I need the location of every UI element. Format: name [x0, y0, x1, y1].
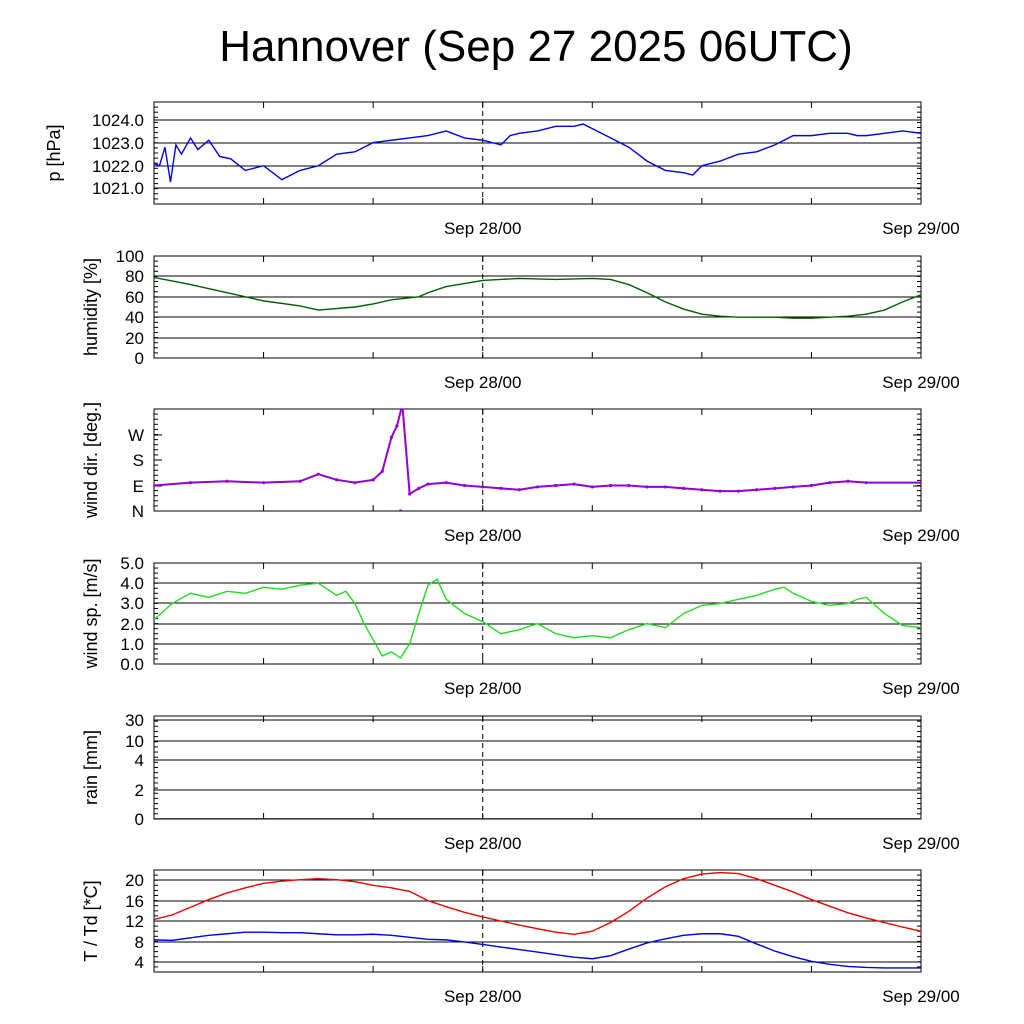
y-tick-label: 2	[135, 781, 144, 800]
y-axis-label: humidity [%]	[81, 258, 101, 356]
y-tick-label: N	[132, 502, 144, 521]
y-tick-label: 0	[135, 349, 144, 368]
y-axis-label: p [hPa]	[44, 124, 64, 181]
y-tick-label: 4	[135, 751, 144, 770]
y-tick-label: E	[133, 477, 144, 496]
x-tick-label: Sep 28/00	[444, 219, 522, 238]
series-line	[399, 510, 401, 511]
y-tick-label: 3.0	[120, 594, 144, 613]
series-line	[154, 276, 921, 319]
series-line	[154, 871, 921, 935]
y-tick-label: S	[133, 451, 144, 470]
y-tick-label: 1022.0	[92, 157, 144, 176]
y-tick-label: 1024.0	[92, 111, 144, 130]
y-tick-label: 40	[125, 308, 144, 327]
x-tick-label: Sep 29/00	[882, 526, 960, 545]
y-tick-label: 80	[125, 267, 144, 286]
y-tick-label: 60	[125, 288, 144, 307]
panel-frame	[153, 255, 922, 359]
panel-frame	[153, 562, 922, 665]
x-tick-label: Sep 29/00	[882, 373, 960, 392]
y-tick-label: 20	[125, 329, 144, 348]
x-tick-label: Sep 28/00	[444, 987, 522, 1006]
y-tick-label: W	[128, 426, 144, 445]
y-tick-label: 12	[125, 912, 144, 931]
y-tick-label: 1021.0	[92, 179, 144, 198]
y-tick-label: 16	[125, 892, 144, 911]
x-tick-label: Sep 29/00	[882, 219, 960, 238]
y-axis-label: wind dir. [deg.]	[81, 402, 101, 519]
y-tick-label: 1.0	[120, 635, 144, 654]
chart-title: Hannover (Sep 27 2025 06UTC)	[219, 22, 853, 71]
y-tick-label: 20	[125, 871, 144, 890]
panel-frame	[153, 101, 922, 205]
series-line	[154, 578, 921, 659]
x-tick-label: Sep 29/00	[882, 834, 960, 853]
x-tick-label: Sep 29/00	[882, 679, 960, 698]
series-line	[154, 931, 921, 969]
x-tick-label: Sep 28/00	[444, 834, 522, 853]
panel-frame	[153, 408, 922, 512]
y-tick-label: 10	[125, 732, 144, 751]
y-tick-label: 30	[125, 711, 144, 730]
y-tick-label: 0.0	[120, 655, 144, 674]
data-point	[393, 515, 396, 518]
x-tick-label: Sep 29/00	[882, 987, 960, 1006]
y-tick-label: 4	[135, 953, 144, 972]
y-tick-label: 100	[116, 247, 144, 266]
y-tick-label: 5.0	[120, 554, 144, 573]
y-tick-label: 1023.0	[92, 134, 144, 153]
y-tick-label: 4.0	[120, 574, 144, 593]
y-axis-label: T / Td [*C]	[81, 880, 101, 961]
y-tick-label: 0	[135, 810, 144, 829]
panel-frame	[153, 715, 922, 820]
x-tick-label: Sep 28/00	[444, 679, 522, 698]
x-tick-label: Sep 28/00	[444, 526, 522, 545]
y-axis-label: wind sp. [m/s]	[81, 558, 101, 669]
data-point	[401, 403, 404, 406]
series-line	[154, 123, 921, 183]
x-tick-label: Sep 28/00	[444, 373, 522, 392]
y-axis-label: rain [mm]	[81, 730, 101, 805]
y-tick-label: 2.0	[120, 615, 144, 634]
y-tick-label: 8	[135, 933, 144, 952]
series-line	[154, 409, 921, 496]
